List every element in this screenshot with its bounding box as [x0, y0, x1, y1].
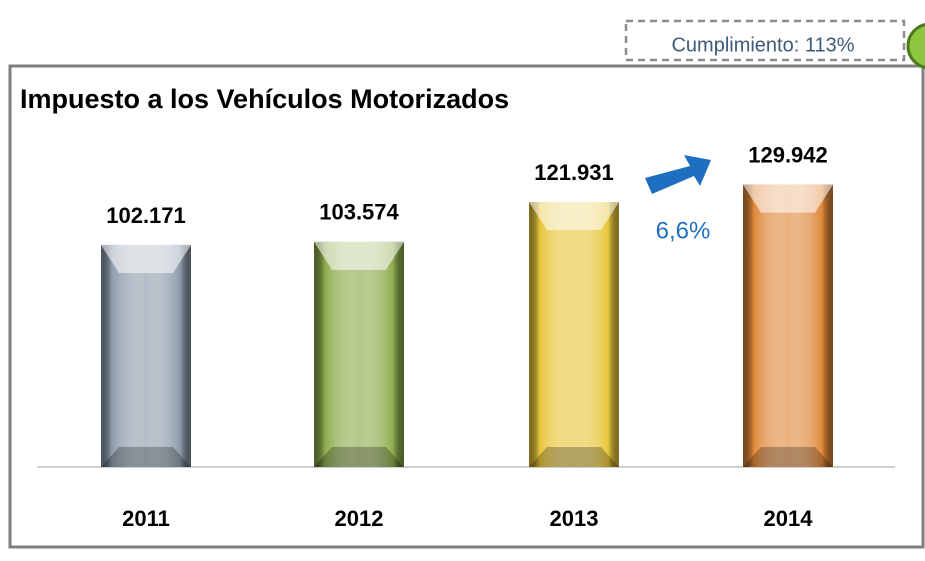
bar-shade	[743, 184, 833, 467]
value-label: 103.574	[319, 200, 399, 225]
bar-highlight	[743, 184, 833, 213]
growth-label: 6,6%	[656, 217, 711, 244]
bar-highlight	[529, 202, 619, 231]
bar-highlight	[101, 244, 191, 273]
x-tick-label: 2011	[122, 506, 170, 531]
bar-bottom	[529, 447, 619, 467]
bar-highlight	[314, 241, 404, 270]
x-tick-label: 2012	[335, 506, 384, 531]
chart-title: Impuesto a los Vehículos Motorizados	[20, 84, 509, 114]
x-tick-label: 2014	[764, 506, 814, 531]
bar-bottom	[314, 447, 404, 467]
compliance-box	[624, 19, 906, 62]
status-indicator	[906, 23, 925, 69]
bar-shade	[529, 202, 619, 467]
bar-shade	[101, 244, 191, 467]
bar-bottom	[101, 447, 191, 467]
value-label: 121.931	[534, 160, 614, 185]
bar-bottom	[743, 447, 833, 467]
growth-arrow	[645, 155, 711, 194]
compliance-label: Cumplimiento: 113%	[671, 34, 854, 56]
value-label: 102.171	[106, 203, 186, 228]
value-label: 129.942	[748, 142, 828, 167]
bar-shade	[314, 241, 404, 467]
x-tick-label: 2013	[550, 506, 599, 531]
